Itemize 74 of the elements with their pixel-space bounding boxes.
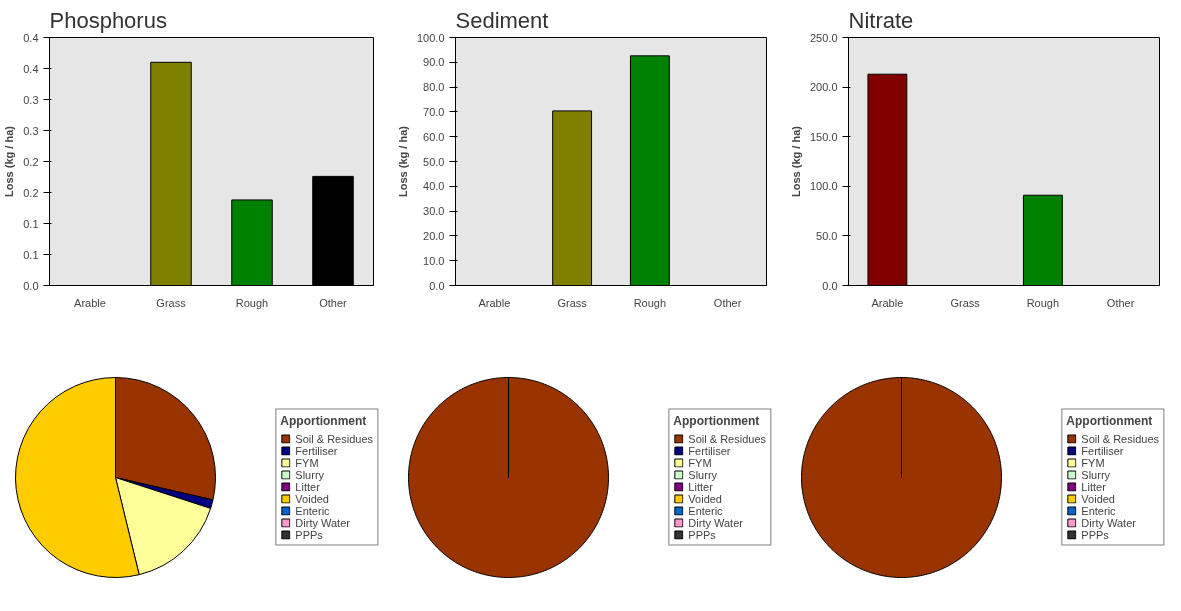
legend-label: Fertiliser xyxy=(688,444,731,457)
y-tick-label: 0.4 xyxy=(23,31,39,44)
legend-label: Voided xyxy=(1081,492,1115,505)
y-tick-label: 70.0 xyxy=(423,105,445,118)
legend-title: Apportionment xyxy=(280,413,368,428)
x-tick-label: Arable xyxy=(871,296,904,309)
chart-title: Sediment xyxy=(455,7,549,33)
y-tick-label: 0.2 xyxy=(23,155,39,168)
chart-title: Nitrate xyxy=(848,7,914,33)
legend-label: Dirty Water xyxy=(1081,516,1136,529)
y-axis-title: Loss (kg / ha) xyxy=(789,125,802,197)
y-tick-label: 10.0 xyxy=(423,254,445,267)
x-tick-label: Grass xyxy=(950,296,981,309)
y-tick-label: 0.4 xyxy=(23,62,39,75)
legend-label: Enteric xyxy=(295,504,330,517)
y-tick-label: 50.0 xyxy=(423,155,445,168)
y-tick-label: 50.0 xyxy=(816,229,838,242)
y-tick-label: 200.0 xyxy=(809,81,838,94)
legend-title: Apportionment xyxy=(673,413,761,428)
y-tick-label: 0.1 xyxy=(23,217,39,230)
chart-title: Phosphorus xyxy=(49,7,167,33)
y-tick-label: 0.2 xyxy=(23,186,39,199)
legend-label: Slurry xyxy=(688,468,718,481)
legend-label: Slurry xyxy=(295,468,325,481)
y-tick-label: 250.0 xyxy=(809,31,838,44)
x-tick-label: Arable xyxy=(74,296,106,309)
legend-label: Voided xyxy=(688,492,722,505)
legend-label: Slurry xyxy=(1081,468,1111,481)
legend-label: FYM xyxy=(1081,456,1105,469)
y-axis-title: Loss (kg / ha) xyxy=(396,125,409,197)
legend-label: PPPs xyxy=(295,528,323,541)
legend-label: Soil & Residues xyxy=(688,432,766,445)
legend-label: Dirty Water xyxy=(295,516,350,529)
legend-label: Litter xyxy=(688,480,713,493)
x-tick-label: Rough xyxy=(633,296,667,309)
y-tick-label: 80.0 xyxy=(423,81,445,94)
x-tick-label: Other xyxy=(319,296,348,309)
y-axis-title: Loss (kg / ha) xyxy=(3,125,16,197)
x-tick-label: Rough xyxy=(1026,296,1060,309)
legend-label: Soil & Residues xyxy=(295,432,373,445)
legend-label: Fertiliser xyxy=(1081,444,1124,457)
legend-label: Enteric xyxy=(688,504,723,517)
legend-label: Voided xyxy=(295,492,329,505)
legend-label: FYM xyxy=(688,456,712,469)
legend-label: PPPs xyxy=(688,528,716,541)
y-tick-label: 100.0 xyxy=(416,31,445,44)
legend-label: Litter xyxy=(1081,480,1106,493)
x-tick-label: Arable xyxy=(478,296,511,309)
legend-label: FYM xyxy=(295,456,319,469)
x-tick-label: Rough xyxy=(235,296,269,309)
legend-label: Dirty Water xyxy=(688,516,743,529)
legend-label: Enteric xyxy=(1081,504,1116,517)
legend-label: Litter xyxy=(295,480,320,493)
y-tick-label: 30.0 xyxy=(423,205,445,218)
legend-title: Apportionment xyxy=(1066,413,1154,428)
y-tick-label: 0.0 xyxy=(822,279,838,292)
legend-label: Fertiliser xyxy=(295,444,338,457)
y-tick-label: 150.0 xyxy=(809,130,838,143)
x-tick-label: Grass xyxy=(557,296,588,309)
y-tick-label: 100.0 xyxy=(809,180,838,193)
y-tick-label: 40.0 xyxy=(423,180,445,193)
y-tick-label: 0.3 xyxy=(23,124,39,137)
y-tick-label: 90.0 xyxy=(423,56,445,69)
x-tick-label: Other xyxy=(1106,296,1135,309)
y-tick-label: 20.0 xyxy=(423,229,445,242)
x-tick-label: Grass xyxy=(156,296,187,309)
legend-label: PPPs xyxy=(1081,528,1109,541)
y-tick-label: 0.0 xyxy=(429,279,445,292)
x-tick-label: Other xyxy=(713,296,742,309)
y-tick-label: 60.0 xyxy=(423,130,445,143)
legend-label: Soil & Residues xyxy=(1081,432,1159,445)
y-tick-label: 0.1 xyxy=(23,248,39,261)
y-tick-label: 0.0 xyxy=(23,279,39,292)
y-tick-label: 0.3 xyxy=(23,93,39,106)
